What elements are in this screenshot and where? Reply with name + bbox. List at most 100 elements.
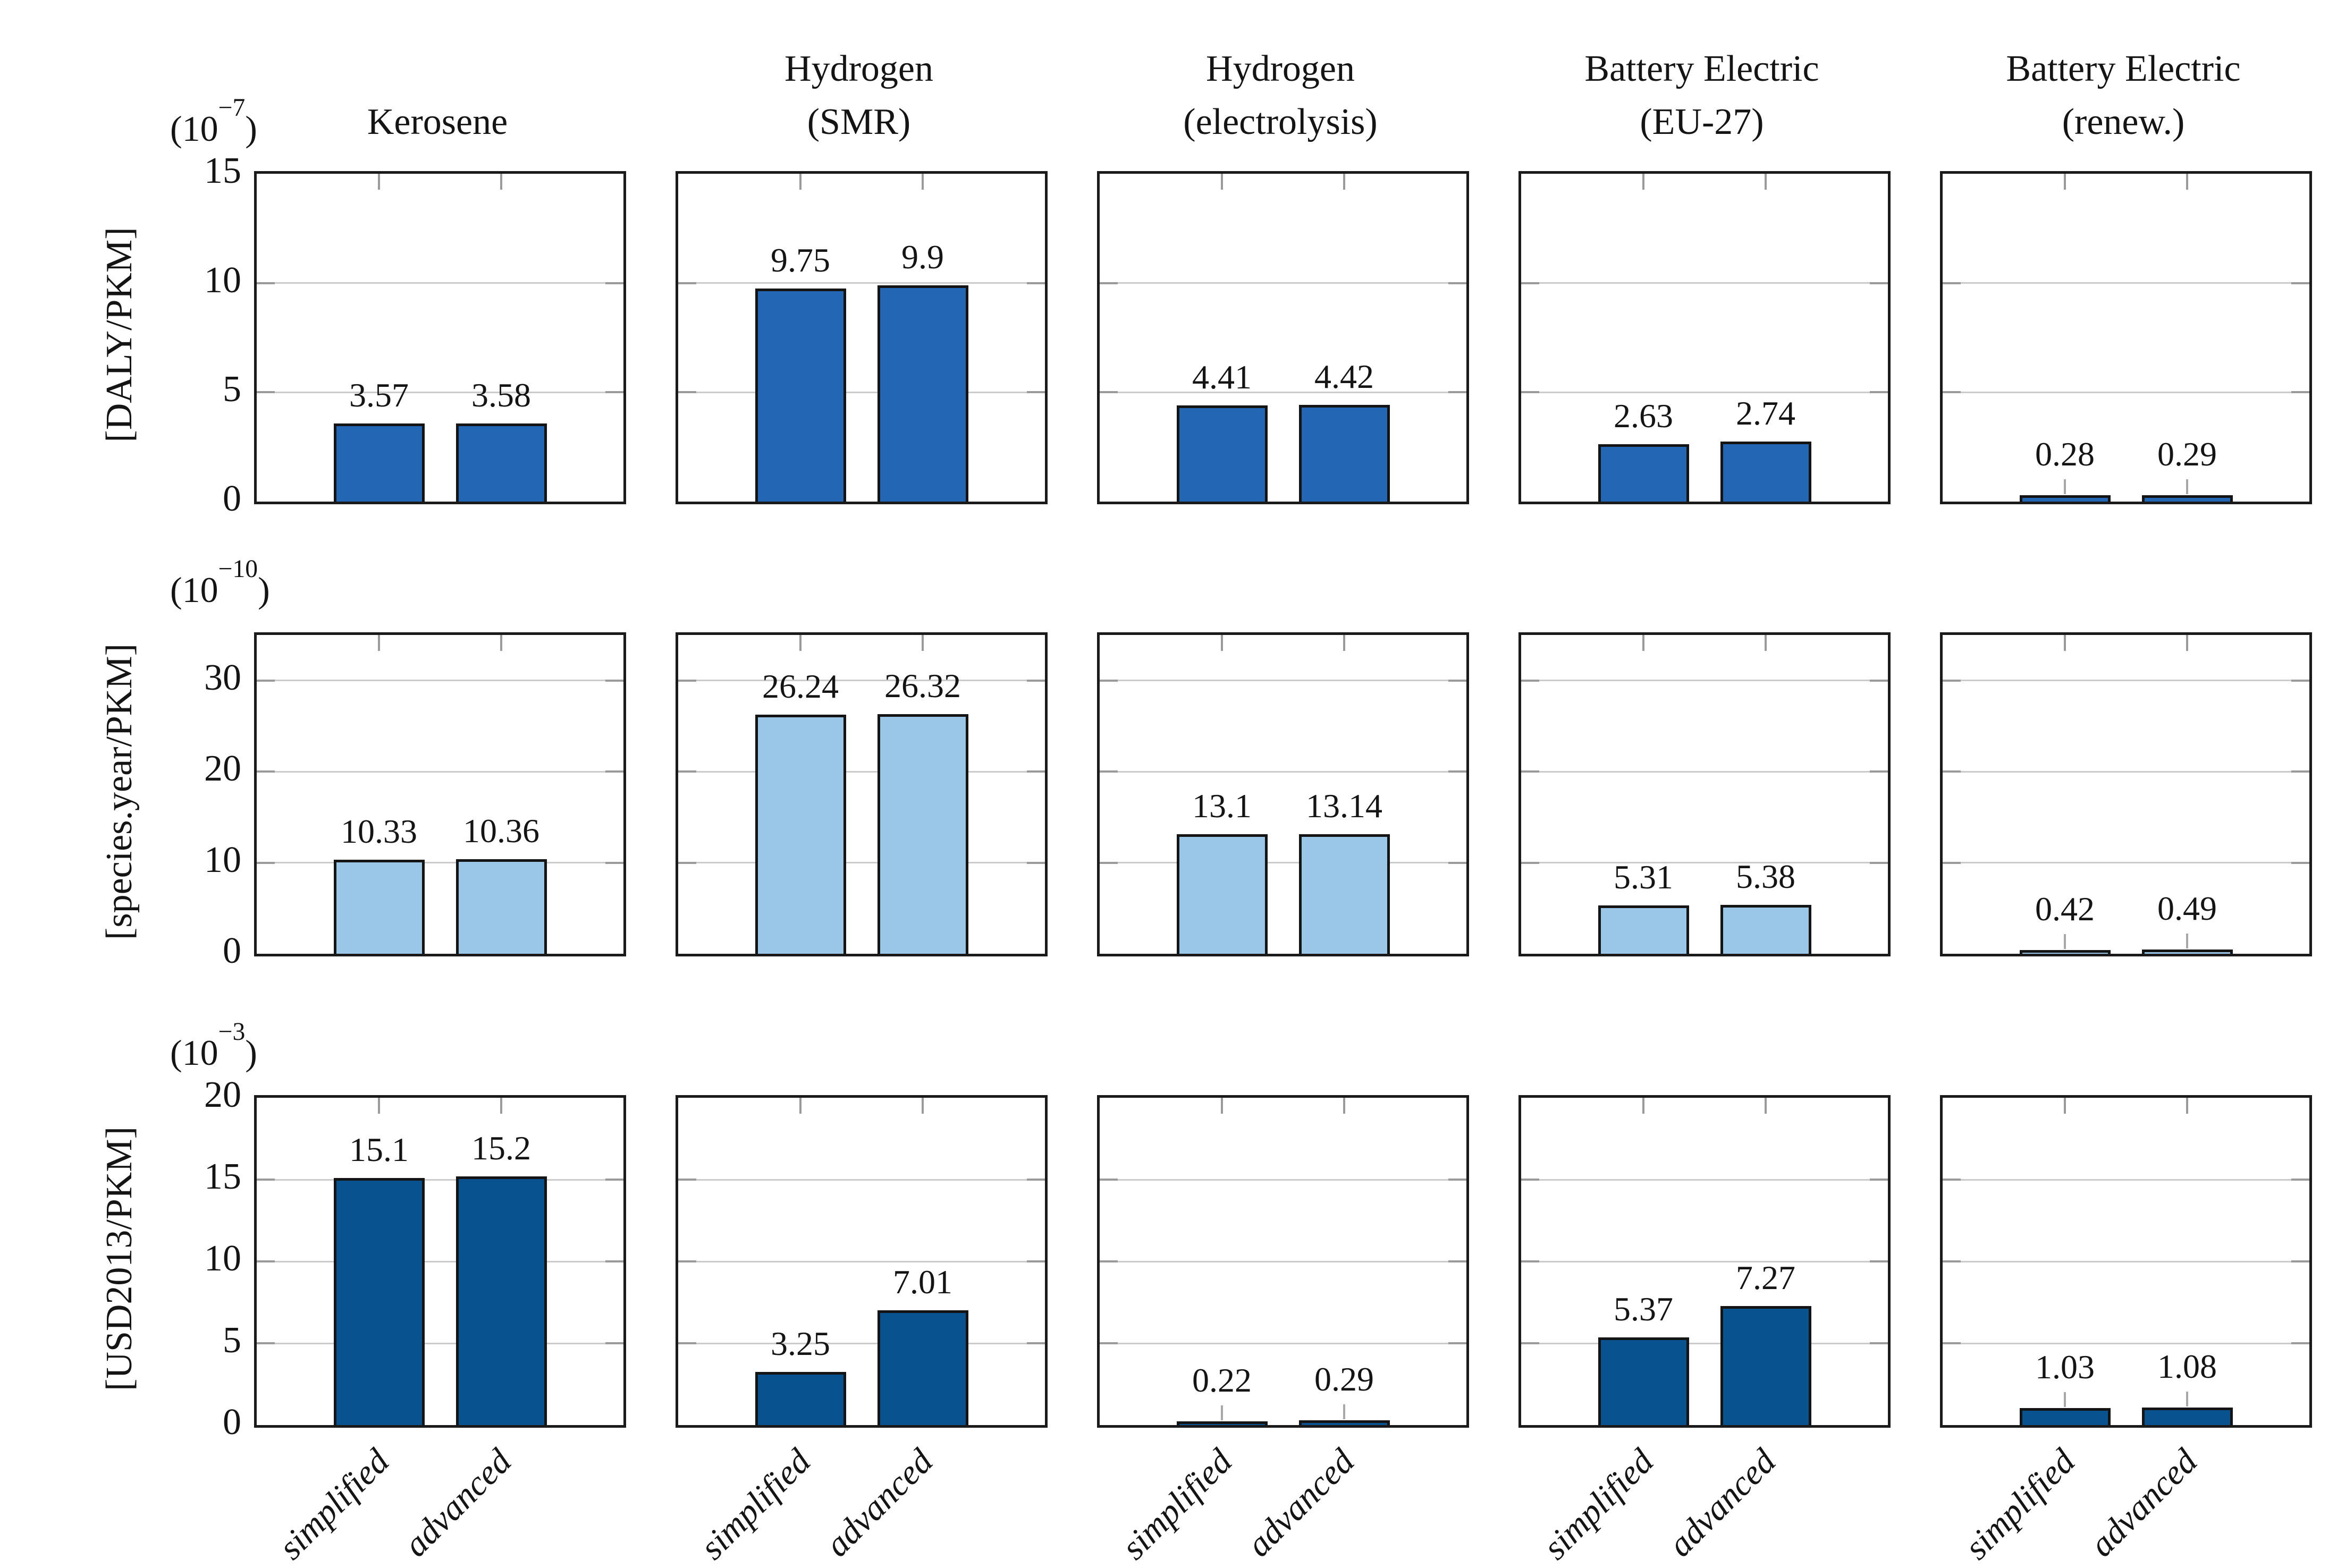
scale-close: ) bbox=[245, 108, 257, 149]
axis-tick bbox=[922, 174, 924, 190]
gridline bbox=[1943, 1260, 2309, 1262]
scale-exponent: −3 bbox=[218, 1018, 246, 1046]
bar-simplified bbox=[333, 1177, 425, 1425]
bar-value-label: 13.14 bbox=[1306, 786, 1382, 825]
axis-tick bbox=[1870, 1342, 1888, 1344]
axis-tick bbox=[1448, 282, 1466, 284]
axis-tick bbox=[2291, 1179, 2309, 1181]
axis-tick bbox=[2291, 1260, 2309, 1262]
bar-simplified bbox=[1598, 905, 1689, 954]
axis-tick bbox=[500, 174, 502, 190]
subplot: 5.37 7.27 bbox=[1518, 1095, 1891, 1428]
bar-advanced bbox=[1298, 1420, 1390, 1425]
axis-tick bbox=[2291, 282, 2309, 284]
bar-advanced bbox=[877, 714, 968, 954]
subplot: 0.22 0.29 bbox=[1097, 1095, 1469, 1428]
x-tick-label: simplified bbox=[1535, 1442, 1661, 1567]
subplot: 1.03 1.08 bbox=[1940, 1095, 2312, 1428]
y-axis-scale-label: (10−3) bbox=[170, 1019, 446, 1078]
axis-tick bbox=[1448, 679, 1466, 682]
axis-tick bbox=[1027, 1179, 1045, 1181]
axis-tick bbox=[1521, 861, 1539, 864]
gridline bbox=[257, 1342, 623, 1344]
axis-tick bbox=[1100, 1342, 1118, 1344]
axis-tick bbox=[678, 282, 696, 284]
bar-simplified bbox=[1176, 405, 1268, 502]
axis-tick bbox=[605, 282, 623, 284]
bar-value-label: 4.41 bbox=[1192, 358, 1252, 396]
bar-simplified bbox=[1176, 834, 1268, 954]
axis-tick bbox=[378, 635, 380, 651]
axis-tick bbox=[2291, 770, 2309, 773]
axis-tick bbox=[2291, 391, 2309, 394]
gridline bbox=[257, 770, 623, 773]
axis-tick bbox=[1448, 1179, 1466, 1181]
axis-tick bbox=[1100, 1179, 1118, 1181]
gridline bbox=[1521, 282, 1888, 284]
axis-tick bbox=[1100, 679, 1118, 682]
bar-value-label: 10.36 bbox=[463, 812, 539, 850]
bar-simplified bbox=[755, 1371, 846, 1425]
y-tick-label: 0 bbox=[223, 1402, 241, 1443]
column-title-line2: (SMR) bbox=[807, 101, 911, 142]
bar-simplified bbox=[2019, 1408, 2111, 1425]
bar-simplified bbox=[755, 715, 846, 954]
bar-advanced bbox=[1720, 1306, 1811, 1425]
subplot: 9.75 9.9 bbox=[676, 171, 1048, 504]
axis-tick bbox=[1221, 635, 1223, 651]
column-title-line2: (renew.) bbox=[2062, 101, 2185, 142]
axis-tick bbox=[1943, 391, 1961, 394]
bar-value-label: 5.31 bbox=[1614, 858, 1673, 896]
y-axis-scale-label: (10−10) bbox=[170, 556, 446, 615]
subplot: 0.42 0.49 bbox=[1940, 632, 2312, 956]
value-leader-line bbox=[2064, 1392, 2066, 1408]
axis-tick bbox=[1943, 861, 1961, 864]
axis-tick bbox=[1521, 679, 1539, 682]
axis-tick bbox=[257, 391, 275, 394]
axis-tick bbox=[1027, 391, 1045, 394]
column-title-battery-renew: Battery Electric (renew.) bbox=[1908, 24, 2337, 149]
scale-exponent: −10 bbox=[218, 555, 258, 583]
axis-tick bbox=[1765, 1098, 1767, 1114]
axis-tick bbox=[1943, 1179, 1961, 1181]
y-tick-label: 30 bbox=[204, 657, 241, 698]
gridline bbox=[257, 1179, 623, 1181]
axis-tick bbox=[1943, 1260, 1961, 1262]
axis-tick bbox=[1870, 861, 1888, 864]
gridline bbox=[1521, 680, 1888, 682]
axis-tick bbox=[1870, 770, 1888, 773]
subplot: 4.41 4.42 bbox=[1097, 171, 1469, 504]
value-leader-line bbox=[2064, 479, 2066, 495]
bar-value-label: 4.42 bbox=[1314, 358, 1374, 396]
gridline bbox=[678, 680, 1045, 682]
gridline bbox=[1943, 680, 2309, 682]
bar-value-label: 0.29 bbox=[2157, 435, 2217, 473]
gridline bbox=[1943, 1179, 2309, 1181]
value-leader-line bbox=[1221, 1405, 1223, 1421]
axis-tick bbox=[1221, 1098, 1223, 1114]
y-tick-label: 20 bbox=[204, 1074, 241, 1115]
gridline bbox=[1100, 770, 1466, 773]
axis-tick bbox=[1521, 391, 1539, 394]
gridline bbox=[1943, 770, 2309, 773]
bar-advanced bbox=[1298, 405, 1390, 502]
axis-tick bbox=[1100, 1260, 1118, 1262]
gridline bbox=[1943, 862, 2309, 864]
column-title-hydrogen-smr: Hydrogen (SMR) bbox=[644, 24, 1074, 149]
x-tick-label: simplified bbox=[1957, 1442, 2083, 1567]
axis-tick bbox=[1521, 1342, 1539, 1344]
axis-tick bbox=[1521, 1260, 1539, 1262]
gridline bbox=[1943, 282, 2309, 284]
axis-tick bbox=[678, 770, 696, 773]
axis-tick bbox=[1943, 679, 1961, 682]
bar-value-label: 7.27 bbox=[1736, 1259, 1795, 1297]
gridline bbox=[1100, 391, 1466, 393]
gridline bbox=[678, 1260, 1045, 1262]
axis-tick bbox=[678, 861, 696, 864]
column-title-hydrogen-electrolysis: Hydrogen (electrolysis) bbox=[1065, 24, 1496, 149]
gridline bbox=[1521, 1179, 1888, 1181]
axis-tick bbox=[1343, 1098, 1345, 1114]
value-leader-line bbox=[2186, 1391, 2188, 1406]
bar-simplified bbox=[333, 859, 425, 954]
axis-tick bbox=[1765, 174, 1767, 190]
